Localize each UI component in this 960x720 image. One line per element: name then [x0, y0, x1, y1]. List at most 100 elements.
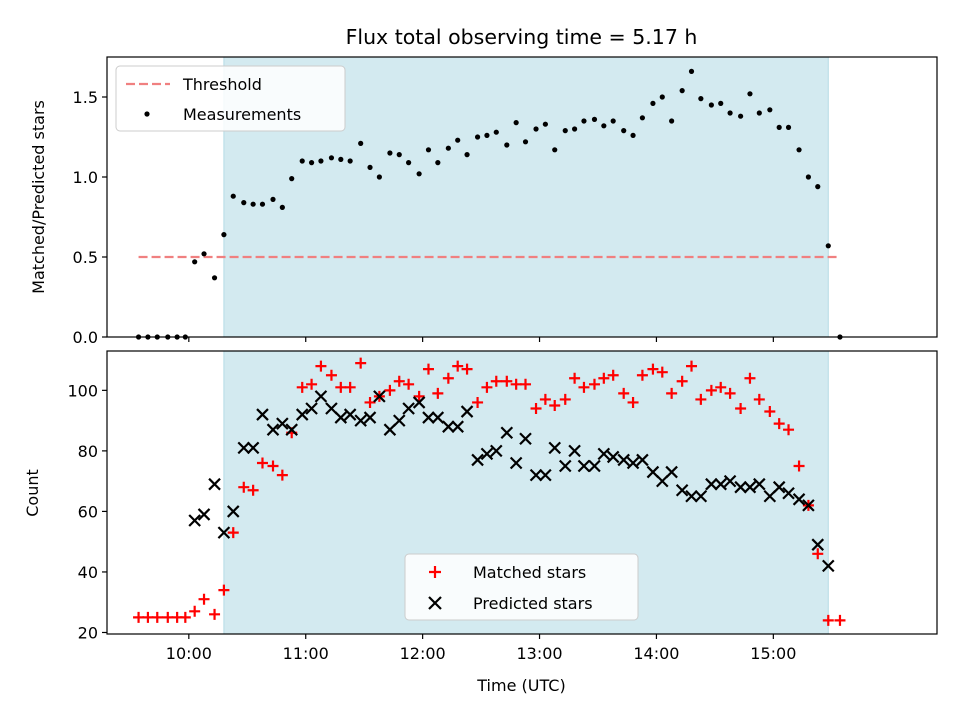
predicted-star-point: [636, 453, 649, 467]
measurement-point: [474, 134, 481, 140]
measurement-point: [688, 68, 695, 74]
y-tick-label: 100: [67, 381, 98, 400]
matched-star-point: [325, 369, 337, 381]
matched-stars-legend-swatch: [429, 566, 441, 578]
predicted-star-point: [295, 408, 309, 421]
measurement-point: [367, 164, 373, 170]
predicted-star-point: [548, 441, 562, 455]
measurement-point: [562, 128, 568, 134]
measurement-point: [250, 201, 256, 207]
predicted-star-point: [460, 405, 474, 418]
predicted-star-point: [529, 468, 543, 482]
measurement-point: [270, 196, 276, 202]
predicted-star-point: [617, 453, 630, 467]
measurement-point: [211, 275, 218, 281]
matched-star-point: [618, 387, 630, 399]
matched-star-point: [209, 608, 221, 620]
matched-star-point: [162, 611, 174, 623]
predicted-star-point: [256, 408, 269, 421]
measurement-point: [591, 116, 598, 122]
matched-star-point: [198, 593, 210, 605]
measurements-legend-swatch: [144, 111, 150, 117]
measurement-point: [376, 174, 382, 180]
measurement-point: [572, 126, 578, 132]
predicted-star-point: [188, 514, 201, 527]
measurement-point: [396, 152, 402, 158]
matched-star-point: [812, 548, 824, 560]
matched-star-point: [773, 418, 785, 430]
matched-star-point: [490, 375, 502, 387]
measurements-legend-label: Measurements: [183, 105, 301, 124]
matched-star-point: [452, 360, 464, 372]
x-tick-label: 12:00: [400, 644, 446, 663]
predicted-star-point: [694, 490, 708, 503]
matched-star-point: [393, 375, 405, 387]
measurement-point: [679, 88, 685, 94]
predicted-star-point: [373, 390, 386, 403]
matched-star-point: [432, 387, 444, 399]
measurement-point: [747, 91, 753, 97]
matched-star-point: [539, 393, 551, 405]
predicted-star-point: [519, 432, 532, 446]
matched-star-point: [559, 393, 571, 405]
measurement-point: [435, 160, 441, 166]
predicted-star-point: [588, 459, 601, 473]
matched-star-point: [744, 372, 756, 384]
predicted-star-point: [217, 526, 231, 539]
measurement-point: [796, 147, 802, 153]
matched-star-point: [627, 396, 639, 408]
matched-star-point: [724, 387, 736, 399]
measurement-point: [347, 158, 353, 164]
measurement-point: [192, 259, 198, 265]
measurement-point: [513, 120, 519, 126]
measurement-point: [738, 113, 744, 119]
matched-star-point: [189, 605, 201, 617]
predicted-star-point: [714, 477, 728, 491]
top-y-ticks: 0.0 0.5 1.0 1.5: [73, 88, 107, 347]
predicted-star-point: [363, 411, 377, 424]
predicted-star-point: [763, 490, 777, 503]
matched-star-point: [133, 611, 145, 623]
measurement-point: [542, 121, 548, 127]
measurement-point: [308, 160, 315, 166]
predicted-star-point: [626, 456, 640, 470]
matched-star-point: [656, 366, 668, 378]
matched-star-point: [607, 369, 619, 381]
matched-star-point: [735, 403, 747, 415]
predicted-star-point: [276, 417, 289, 430]
predicted-star-point: [226, 505, 240, 518]
predicted-stars-points: [188, 390, 835, 573]
x-tick-label: 11:00: [283, 644, 329, 663]
predicted-star-point: [471, 453, 484, 467]
measurement-point: [785, 124, 792, 130]
matched-star-point: [151, 611, 163, 623]
matched-star-point: [315, 360, 327, 372]
matched-star-point: [569, 372, 581, 384]
predicted-star-point: [734, 480, 747, 494]
matched-star-point: [530, 403, 542, 415]
predicted-star-point: [753, 477, 766, 491]
x-tick-label: 10:00: [166, 644, 212, 663]
matched-star-point: [636, 369, 648, 381]
measurement-point: [756, 110, 762, 116]
predicted-star-point: [822, 559, 835, 573]
predicted-star-point: [480, 447, 494, 461]
bottom-y-ticks: 20 40 60 80 100: [67, 381, 107, 642]
predicted-star-point: [802, 499, 815, 512]
predicted-star-point: [402, 402, 415, 415]
predicted-star-point: [509, 456, 523, 470]
matched-star-point: [422, 363, 434, 375]
predicted-star-point: [314, 390, 328, 403]
measurement-point: [358, 140, 364, 146]
predicted-star-point: [500, 426, 514, 439]
matched-star-point: [238, 481, 250, 493]
matched-star-point: [676, 375, 688, 387]
matched-star-point: [256, 457, 268, 469]
measurement-point: [533, 126, 539, 132]
measurement-point: [767, 107, 773, 113]
predicted-star-point: [208, 477, 221, 491]
predicted-stars-legend-label: Predicted stars: [473, 594, 593, 613]
matched-star-point: [834, 614, 846, 626]
measurement-point: [581, 118, 587, 124]
